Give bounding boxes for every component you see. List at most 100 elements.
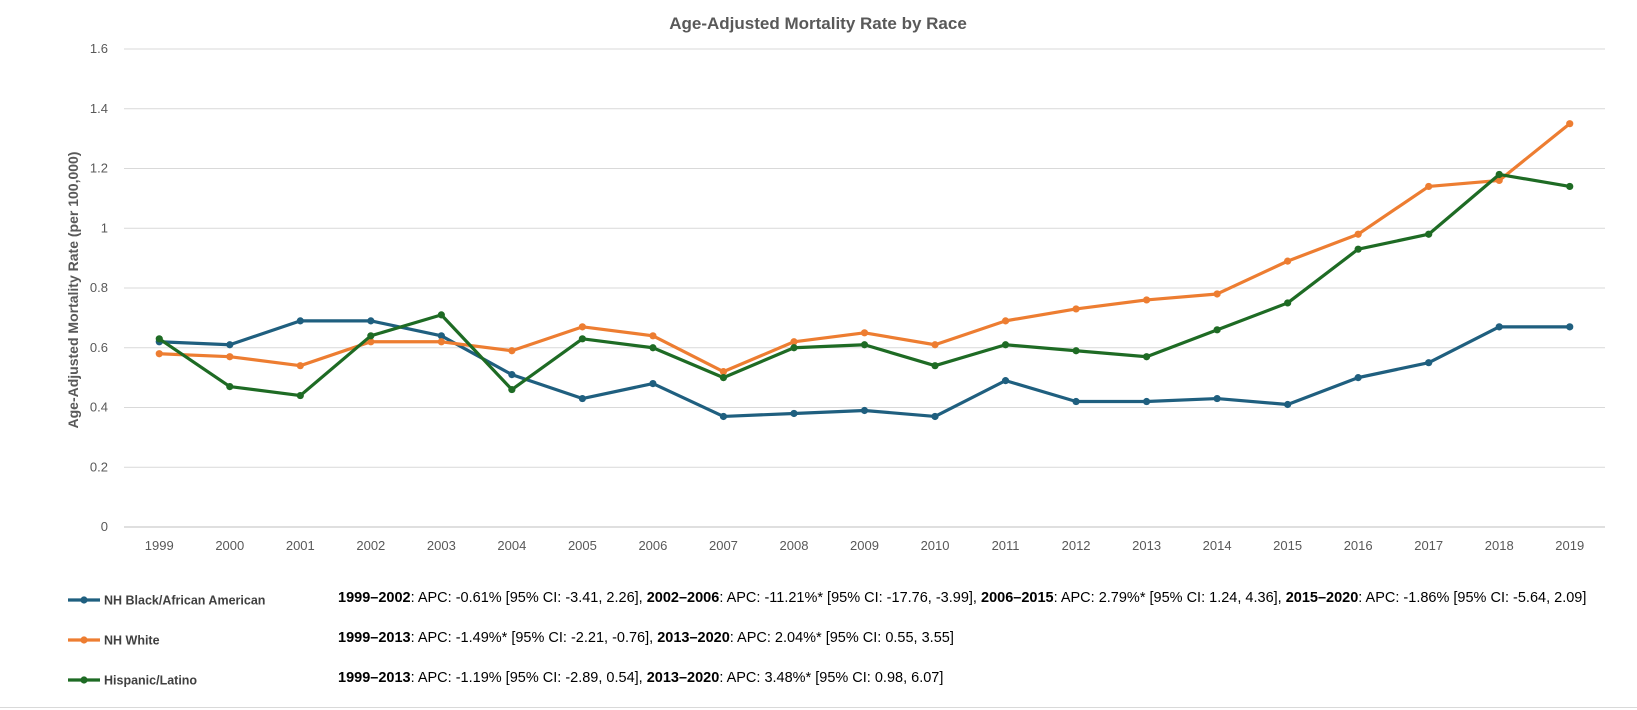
data-point (860, 329, 869, 337)
apc-annotation-row: 1999–2002: APC: -0.61% [95% CI: -3.41, 2… (338, 590, 1586, 606)
series-0 (155, 317, 1574, 421)
apc-period: 2013–2020 (646, 670, 720, 686)
data-point (1142, 397, 1151, 406)
apc-text: : APC: 2.04%* [95% CI: 0.55, 3.55] (729, 630, 954, 646)
x-tick-label: 2012 (1062, 538, 1091, 553)
data-point (296, 362, 304, 370)
data-point (1001, 377, 1010, 385)
data-point (508, 371, 516, 379)
apc-text: : APC: -11.21%* [95% CI: -17.76, -3.99], (719, 590, 981, 606)
data-point (578, 323, 587, 331)
x-tick-label: 1999 (145, 538, 174, 553)
data-point (1354, 374, 1362, 382)
x-tick-label: 2018 (1485, 538, 1514, 553)
data-point (1425, 182, 1433, 191)
x-tick-label: 2016 (1344, 538, 1373, 553)
legend-label: NH White (104, 634, 160, 648)
data-point (1284, 257, 1292, 265)
data-point (1142, 296, 1151, 304)
x-tick-label: 2011 (992, 538, 1020, 553)
data-point (1284, 299, 1292, 307)
data-point (1566, 120, 1574, 128)
data-point (1142, 353, 1151, 361)
y-tick-label: 0.4 (90, 400, 108, 415)
data-point (790, 344, 798, 352)
x-tick-label: 2001 (286, 538, 315, 553)
legend-marker (80, 596, 88, 604)
data-point (1425, 359, 1433, 367)
legend-marker (80, 676, 88, 684)
apc-annotation-row: 1999–2013: APC: -1.49%* [95% CI: -2.21, … (338, 630, 954, 646)
data-point (1425, 230, 1433, 238)
data-point (367, 332, 375, 340)
data-point (1072, 305, 1080, 313)
x-tick-label: 2000 (215, 538, 244, 553)
data-point (1072, 347, 1080, 355)
x-tick-label: 2004 (497, 538, 526, 553)
data-point (931, 341, 939, 349)
apc-period: 2002–2006 (646, 590, 720, 606)
data-point (719, 412, 728, 421)
apc-period: 1999–2002 (338, 590, 411, 606)
data-point (508, 347, 516, 355)
x-tick-label: 2015 (1273, 538, 1302, 553)
apc-period: 1999–2013 (338, 630, 411, 646)
y-tick-label: 0 (101, 519, 108, 534)
y-tick-label: 1 (101, 220, 108, 235)
legend: NH Black/African American NH White Hispani… (68, 594, 265, 688)
series-lines (155, 120, 1574, 421)
data-point (296, 317, 304, 325)
apc-text: : APC: 3.48%* [95% CI: 0.98, 6.07] (719, 670, 944, 686)
x-tick-label: 2010 (921, 538, 950, 553)
x-tick-label: 2002 (356, 538, 385, 553)
data-point (790, 338, 798, 346)
y-tick-label: 1.2 (90, 161, 108, 176)
x-tick-label: 2008 (780, 538, 809, 553)
y-axis-label: Age-Adjusted Mortality Rate (per 100,000… (65, 152, 81, 429)
y-tick-label: 0.6 (90, 340, 108, 355)
x-axis-ticks: 1999 2000 2001 2002 2003 2004 2005 2006 2007 2008… (145, 538, 1584, 553)
data-point (1495, 170, 1503, 179)
x-tick-label: 2019 (1555, 538, 1584, 553)
data-point (1566, 323, 1574, 331)
chart-title: Age-Adjusted Mortality Rate by Race (669, 14, 967, 33)
x-tick-label: 2013 (1132, 538, 1161, 553)
x-tick-label: 2003 (427, 538, 456, 553)
data-point (296, 391, 304, 400)
series-line (157, 172, 1572, 398)
legend-label: Hispanic/Latino (104, 674, 197, 688)
data-point (860, 341, 869, 349)
apc-annotation-row: 1999–2013: APC: -1.19% [95% CI: -2.89, 0… (338, 670, 943, 686)
series-1 (155, 120, 1574, 376)
data-point (155, 335, 163, 343)
x-tick-label: 2009 (850, 538, 879, 553)
data-point (1495, 176, 1503, 185)
apc-text: : APC: -1.19% [95% CI: -2.89, 0.54], (410, 670, 647, 686)
data-point (367, 338, 375, 346)
data-point (1072, 397, 1080, 406)
data-point (437, 338, 445, 346)
bottom-divider (0, 707, 1637, 708)
data-point (437, 311, 445, 319)
data-point (649, 344, 657, 352)
data-point (649, 332, 657, 340)
legend-label: NH Black/African American (104, 594, 265, 608)
data-point (226, 382, 234, 391)
data-point (437, 332, 445, 340)
data-point (790, 409, 798, 418)
data-point (367, 317, 375, 325)
data-point (226, 353, 234, 361)
apc-text: : APC: -1.86% [95% CI: -5.64, 2.09] (1358, 590, 1587, 606)
data-point (1213, 326, 1221, 334)
data-point (719, 374, 728, 382)
data-point (931, 412, 939, 421)
series-2 (155, 170, 1574, 400)
apc-period: 2013–2020 (657, 630, 730, 646)
data-point (578, 335, 587, 343)
x-tick-label: 2006 (638, 538, 667, 553)
apc-text: : APC: -0.61% [95% CI: -3.41, 2.26], (410, 590, 647, 606)
data-point (1001, 341, 1010, 349)
x-tick-label: 2017 (1414, 538, 1443, 553)
data-point (649, 380, 657, 388)
data-point (1213, 394, 1221, 403)
